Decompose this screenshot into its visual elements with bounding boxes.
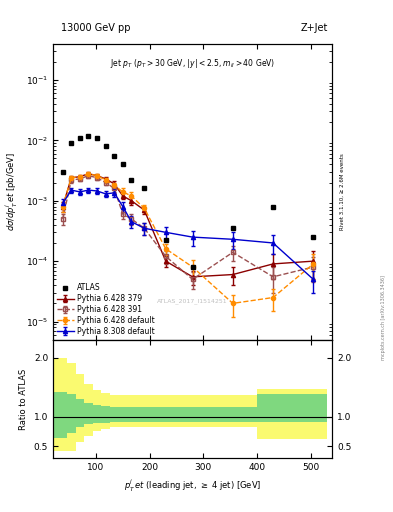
Bar xyxy=(289,394,327,422)
Bar xyxy=(67,394,75,433)
ATLAS xyxy=(61,169,65,175)
ATLAS xyxy=(142,185,147,191)
Bar xyxy=(119,395,127,428)
Bar xyxy=(127,395,136,428)
Legend: ATLAS, Pythia 6.428 379, Pythia 6.428 391, Pythia 6.428 default, Pythia 8.308 de: ATLAS, Pythia 6.428 379, Pythia 6.428 39… xyxy=(55,282,156,337)
Bar xyxy=(209,395,257,428)
Bar xyxy=(93,405,101,423)
Bar xyxy=(84,402,93,424)
ATLAS xyxy=(77,135,82,141)
Bar xyxy=(119,407,127,422)
Bar xyxy=(289,389,327,439)
X-axis label: $p_T^j\,et$ (leading jet, $\geq$ 4 jet) [GeV]: $p_T^j\,et$ (leading jet, $\geq$ 4 jet) … xyxy=(124,478,261,494)
ATLAS xyxy=(95,135,99,141)
Y-axis label: Rivet 3.1.10, ≥ 2.6M events: Rivet 3.1.10, ≥ 2.6M events xyxy=(340,153,345,230)
Text: ATLAS_2017_I1514251: ATLAS_2017_I1514251 xyxy=(157,298,228,304)
Bar xyxy=(53,392,67,437)
Bar xyxy=(75,399,84,428)
Text: Z+Jet: Z+Jet xyxy=(301,23,328,33)
Bar xyxy=(176,395,209,428)
ATLAS xyxy=(69,140,73,146)
Bar xyxy=(136,395,155,428)
ATLAS xyxy=(271,203,275,209)
ATLAS xyxy=(120,161,125,167)
ATLAS xyxy=(86,133,91,139)
Bar xyxy=(127,407,136,422)
Bar xyxy=(110,395,119,428)
Bar xyxy=(155,395,176,428)
ATLAS xyxy=(103,143,108,149)
Bar xyxy=(53,357,67,451)
Bar xyxy=(257,394,289,422)
Text: Jet $p_T$ ($p_T > 30$ GeV, $|y| < 2.5$, $m_{ll} > 40$ GeV): Jet $p_T$ ($p_T > 30$ GeV, $|y| < 2.5$, … xyxy=(110,57,275,70)
Text: 13000 GeV pp: 13000 GeV pp xyxy=(61,23,130,33)
ATLAS xyxy=(112,153,117,159)
ATLAS xyxy=(129,177,134,183)
ATLAS xyxy=(163,238,168,244)
Bar xyxy=(75,374,84,442)
ATLAS xyxy=(190,264,195,270)
Bar xyxy=(209,407,257,422)
Y-axis label: Ratio to ATLAS: Ratio to ATLAS xyxy=(19,368,28,430)
Bar xyxy=(110,407,119,422)
Bar xyxy=(155,407,176,422)
ATLAS xyxy=(311,234,316,240)
Bar xyxy=(67,364,75,451)
Bar xyxy=(93,390,101,431)
Bar xyxy=(101,406,110,423)
ATLAS xyxy=(230,225,235,231)
Bar xyxy=(176,407,209,422)
Y-axis label: $d\sigma/dp_T^j\,et$ [pb/GeV]: $d\sigma/dp_T^j\,et$ [pb/GeV] xyxy=(4,152,20,231)
Line: ATLAS: ATLAS xyxy=(60,133,316,269)
Text: mcplots.cern.ch [arXiv:1306.3436]: mcplots.cern.ch [arXiv:1306.3436] xyxy=(381,275,386,360)
Bar xyxy=(257,389,289,439)
Bar xyxy=(84,383,93,436)
Bar xyxy=(101,393,110,429)
Bar xyxy=(136,407,155,422)
